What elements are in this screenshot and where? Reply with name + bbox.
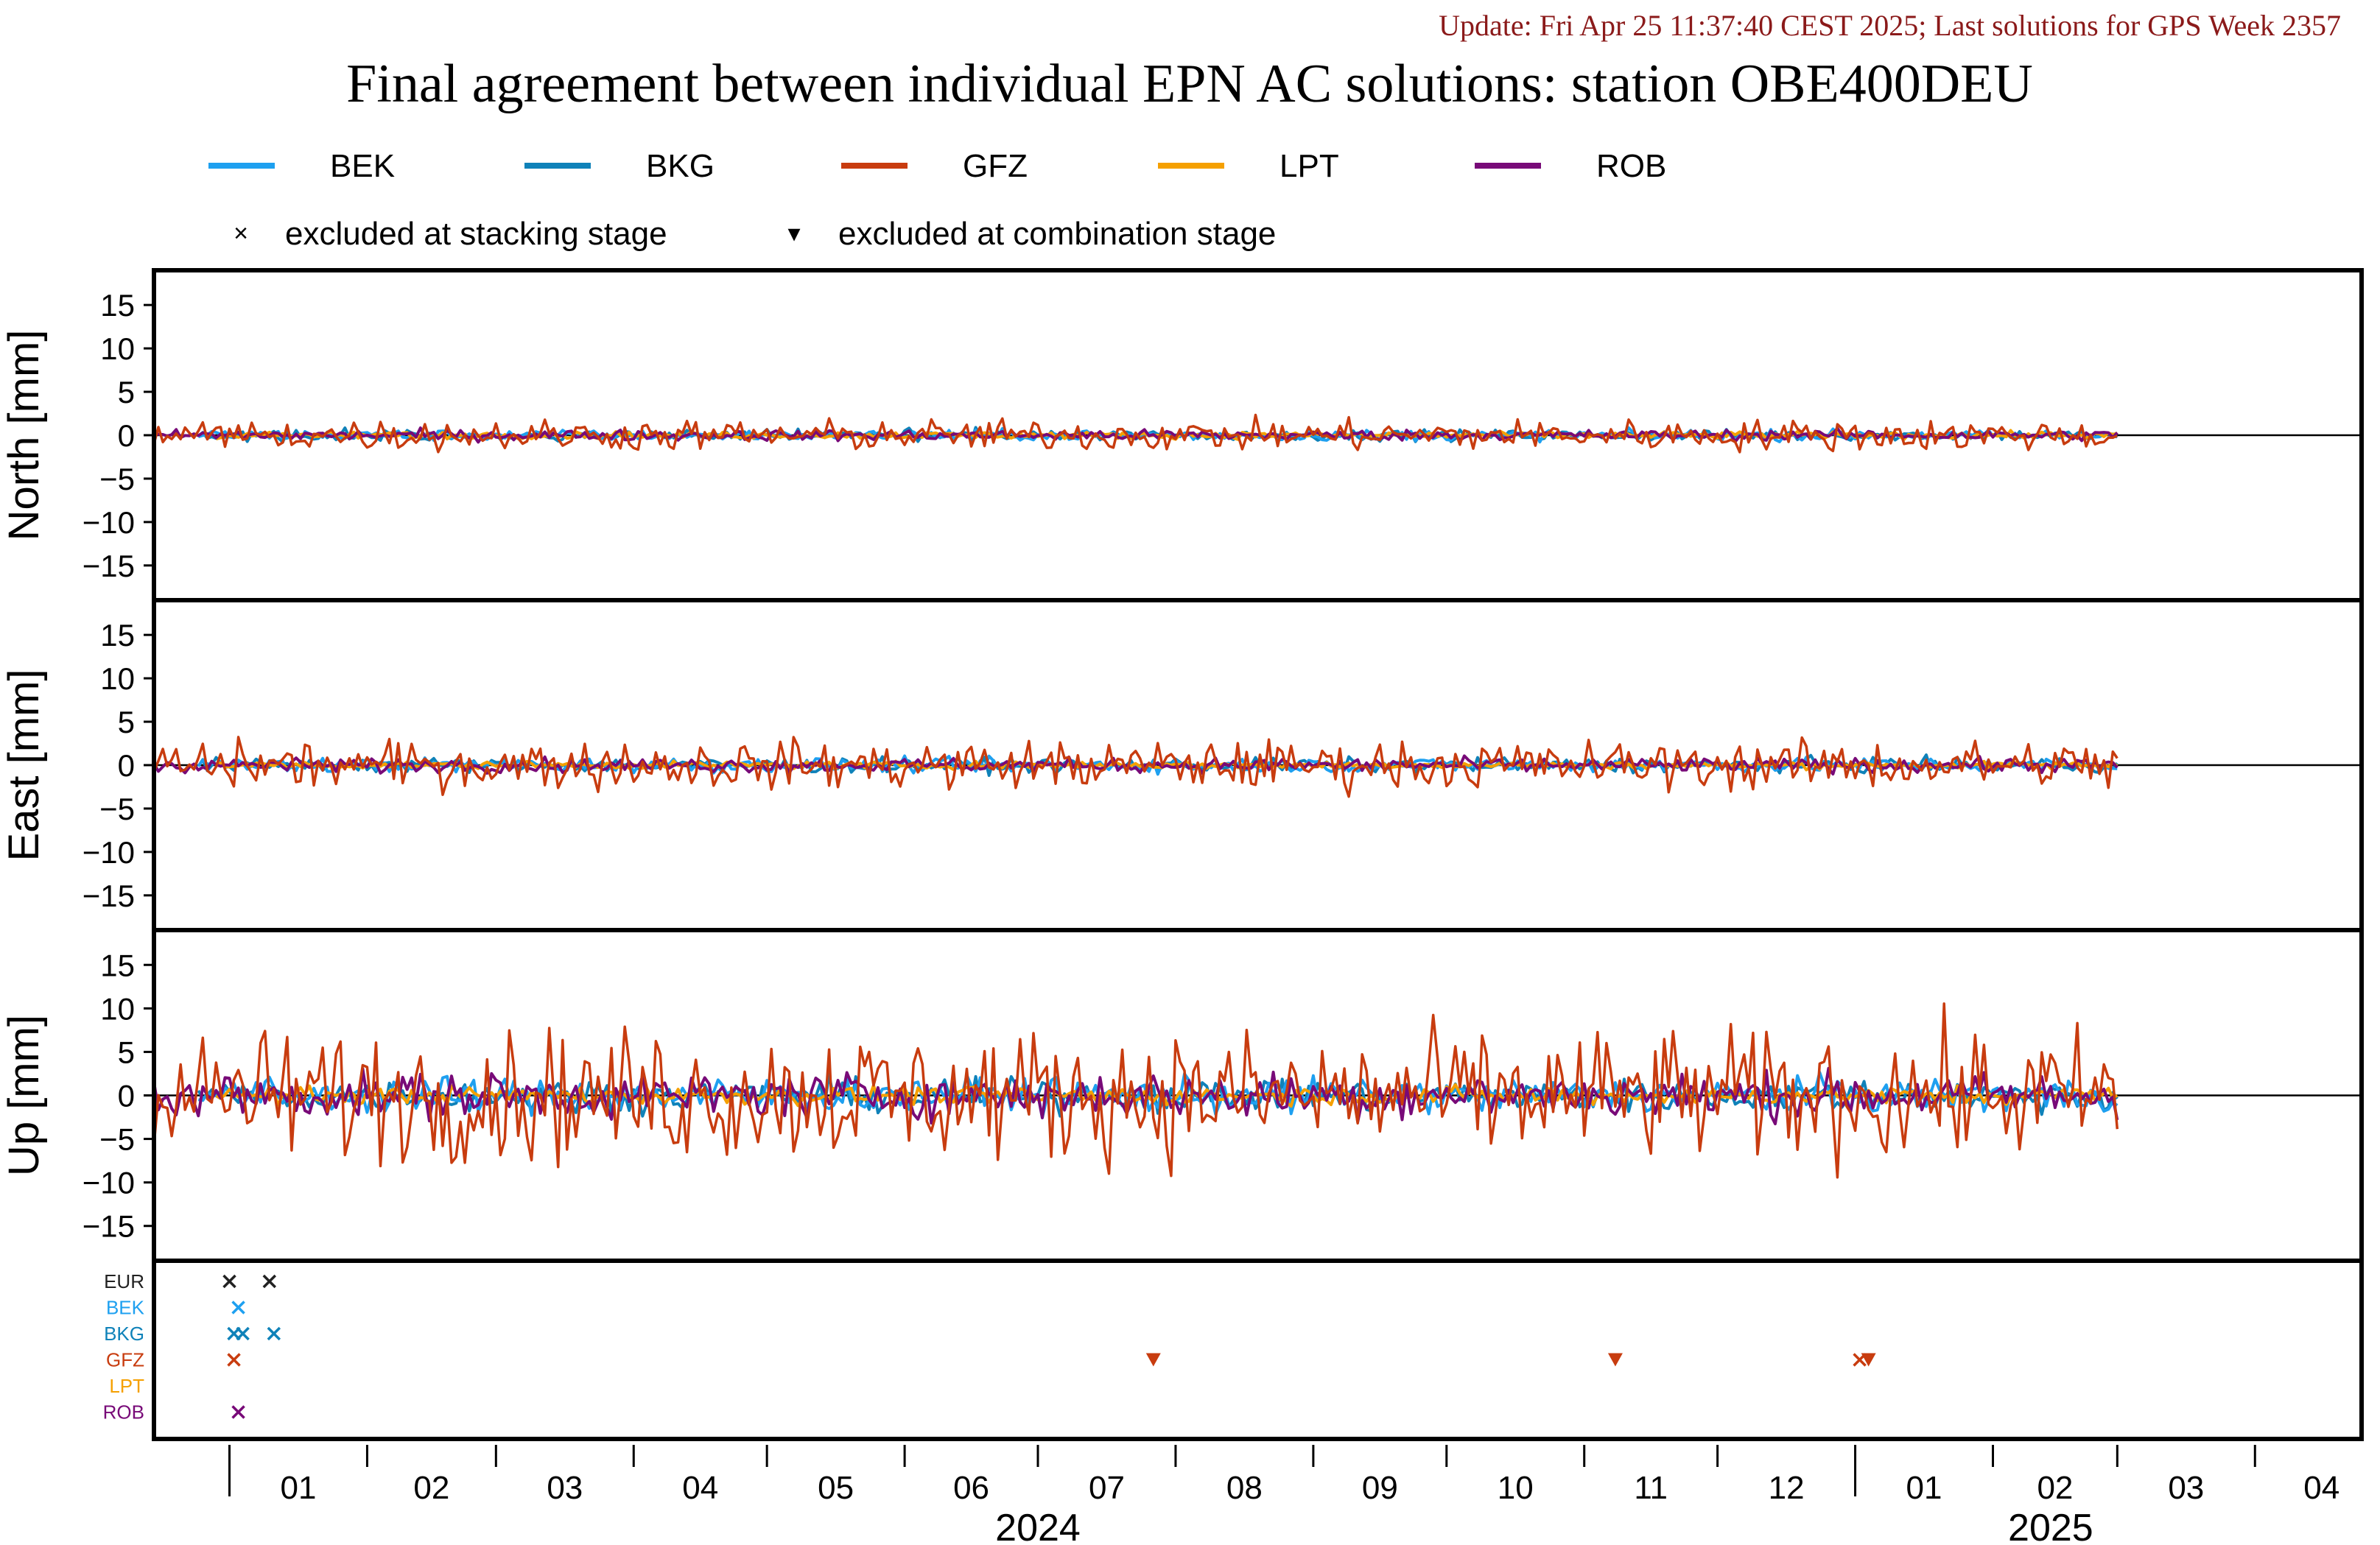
x-tick-label: 06 <box>953 1470 989 1506</box>
panel-east: 15 10 5 0 −5 −10 −15 East [mm] <box>0 598 2364 932</box>
y-tick-label: 15 <box>100 288 135 323</box>
exclusion-row-label-gfz: GFZ <box>106 1349 144 1371</box>
x-tick-label: 11 <box>1634 1470 1668 1506</box>
x-tick-label: 02 <box>413 1470 449 1506</box>
x-tick-label: 02 <box>2037 1470 2073 1506</box>
series-line-gfz <box>152 1002 2119 1179</box>
x-tick-label: 07 <box>1089 1470 1125 1506</box>
update-text: Update: Fri Apr 25 11:37:40 CEST 2025; L… <box>1439 9 2341 42</box>
exclusion-marker-stacking <box>267 1326 281 1341</box>
exclusion-row-label-lpt: LPT <box>109 1375 144 1397</box>
exclusion-marker-stacking <box>227 1353 241 1367</box>
exclusion-row-label-eur: EUR <box>104 1270 144 1292</box>
y-tick-label: −15 <box>83 1209 135 1244</box>
y-tick-label: 10 <box>100 991 135 1026</box>
y-tick-label: −5 <box>99 792 135 826</box>
legend-marker-symbol: × <box>234 219 248 247</box>
x-axis: 01 02 03 04 05 06 07 08 09 10 11 12 01 02 03 04 2024 2025 <box>228 1445 2339 1545</box>
x-tick-label: 09 <box>1362 1470 1398 1506</box>
legend-label-bkg: BKG <box>646 148 715 184</box>
legend-marker-label: excluded at combination stage <box>838 216 1276 252</box>
y-tick-label: 0 <box>118 748 135 783</box>
y-tick-label: 10 <box>100 331 135 366</box>
y-tick-label: 0 <box>118 1079 135 1113</box>
y-tick-label: −15 <box>83 879 135 913</box>
x-year-label: 2025 <box>2008 1507 2093 1545</box>
y-tick-label: −10 <box>83 835 135 870</box>
y-tick-label: −10 <box>83 1166 135 1200</box>
series-line-bkg <box>197 1072 2119 1118</box>
y-tick-label: 10 <box>100 661 135 696</box>
y-tick-label: −10 <box>83 505 135 540</box>
series-line-bek <box>197 1071 2119 1119</box>
x-tick-label: 08 <box>1226 1470 1263 1506</box>
series-line-gfz <box>152 413 2118 454</box>
y-tick-label: 5 <box>118 705 135 739</box>
exclusion-marker-stacking <box>231 1405 245 1419</box>
y-axis-label: East [mm] <box>0 669 48 861</box>
x-tick-label: 03 <box>2168 1470 2204 1506</box>
exclusion-marker-stacking <box>222 1274 236 1289</box>
x-year-label: 2024 <box>995 1507 1081 1545</box>
exclusion-marker-stacking <box>262 1274 277 1289</box>
exclusion-marker-combination <box>1607 1353 1623 1367</box>
y-tick-label: 0 <box>118 418 135 453</box>
y-tick-label: 15 <box>100 948 135 982</box>
y-tick-label: −5 <box>99 1122 135 1157</box>
legend-marker-label: excluded at stacking stage <box>285 216 667 252</box>
legend-label-gfz: GFZ <box>963 148 1028 184</box>
exclusion-panel: EUR BEK BKG GFZ LPT ROB <box>103 1259 2364 1441</box>
legend-label-rob: ROB <box>1596 148 1666 184</box>
exclusion-row-label-rob: ROB <box>103 1401 144 1423</box>
x-tick-label: 03 <box>547 1470 583 1506</box>
exclusion-marker-combination <box>1861 1353 1876 1367</box>
exclusion-row-label-bkg: BKG <box>104 1323 144 1345</box>
x-tick-label: 01 <box>281 1470 317 1506</box>
x-tick-label: 10 <box>1498 1470 1534 1506</box>
y-tick-label: 15 <box>100 618 135 652</box>
y-tick-label: 5 <box>118 1035 135 1069</box>
y-tick-label: 5 <box>118 375 135 409</box>
series-line-bek <box>197 754 2118 776</box>
panel-up: 15 10 5 0 −5 −10 −15 Up [mm] <box>0 928 2364 1263</box>
x-tick-label: 12 <box>1769 1470 1805 1506</box>
y-tick-label: −15 <box>83 549 135 583</box>
series-line-gfz <box>152 736 2119 798</box>
y-axis-label: North [mm] <box>0 330 48 541</box>
legend-label-bek: BEK <box>330 148 395 184</box>
y-tick-label: −5 <box>99 462 135 496</box>
exclusion-row-label-bek: BEK <box>106 1297 145 1319</box>
panel-north: 15 10 5 0 −5 −10 −15 North [mm] <box>0 268 2364 602</box>
chart-title: Final agreement between individual EPN A… <box>346 54 2033 114</box>
exclusion-marker-combination <box>1145 1353 1161 1367</box>
x-tick-label: 04 <box>682 1470 718 1506</box>
exclusion-panel-frame <box>152 1259 2364 1441</box>
legend-label-lpt: LPT <box>1279 148 1339 184</box>
legend: BEK BKG GFZ LPT ROB × excluded at stacking sta… <box>208 148 1666 252</box>
x-tick-label: 04 <box>2303 1470 2339 1506</box>
exclusion-marker-stacking <box>236 1326 250 1341</box>
series-line-lpt <box>215 759 2119 772</box>
x-tick-label: 05 <box>818 1470 854 1506</box>
plot-panels: 15 10 5 0 −5 −10 −15 North [mm] 15 10 5 0 −5 −10 −15 Ea… <box>0 268 2364 1441</box>
legend-marker-symbol: ▾ <box>787 219 800 247</box>
series-line-rob <box>152 1066 2119 1126</box>
y-axis-label: Up [mm] <box>0 1015 48 1176</box>
exclusion-marker-stacking <box>231 1301 245 1315</box>
x-tick-label: 01 <box>1906 1470 1942 1506</box>
